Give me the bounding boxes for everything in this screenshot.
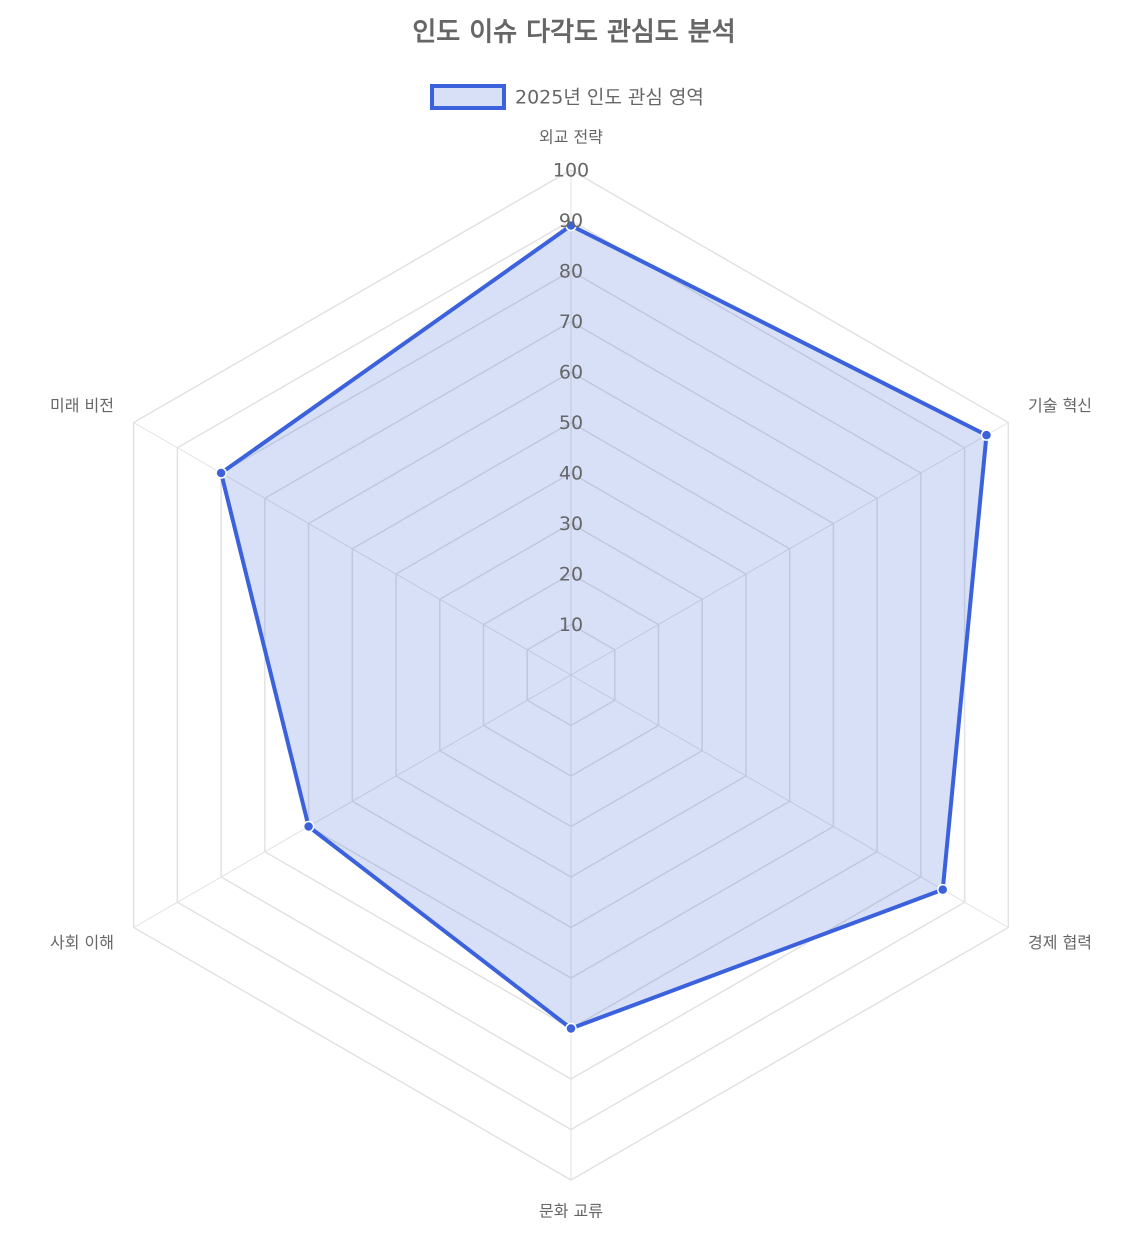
legend-label: 2025년 인도 관심 영역 xyxy=(515,87,704,109)
r-tick-label: 90 xyxy=(559,210,583,232)
r-tick-label: 100 xyxy=(553,160,589,182)
spoke xyxy=(570,674,1009,928)
series-area xyxy=(219,223,989,1031)
r-tick-label: 70 xyxy=(559,311,583,333)
legend-swatch xyxy=(430,84,506,110)
axis-label: 기술 혁신 xyxy=(1028,396,1092,415)
r-tick-label: 80 xyxy=(559,261,583,283)
axis-label: 문화 교류 xyxy=(539,1202,603,1221)
data-point xyxy=(302,820,315,833)
axis-label: 사회 이해 xyxy=(50,933,114,952)
r-tick-label: 30 xyxy=(559,513,583,535)
axis-label: 경제 협력 xyxy=(1028,933,1092,952)
axis-label: 미래 비전 xyxy=(50,396,114,415)
spoke xyxy=(570,422,1009,676)
data-point xyxy=(215,467,227,479)
data-point xyxy=(980,429,993,441)
r-tick-label: 10 xyxy=(559,614,583,636)
r-tick-label: 50 xyxy=(559,412,583,434)
data-point xyxy=(565,1022,577,1035)
r-tick-label: 40 xyxy=(559,463,583,485)
r-tick-label: 60 xyxy=(559,362,583,384)
spoke xyxy=(133,674,572,928)
r-tick-label: 20 xyxy=(559,564,583,586)
spoke xyxy=(133,422,572,676)
axis-label: 외교 전략 xyxy=(539,128,603,147)
chart-title: 인도 이슈 다각도 관심도 분석 xyxy=(412,18,735,48)
data-point xyxy=(936,883,949,896)
data-point xyxy=(565,219,577,232)
